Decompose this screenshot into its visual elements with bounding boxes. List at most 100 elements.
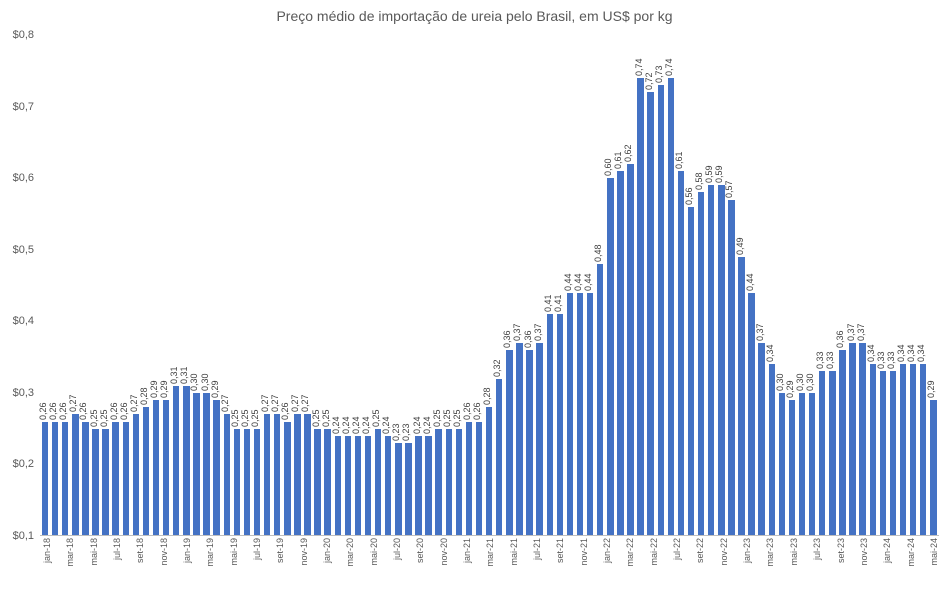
x-tick-label: nov-20 [439,538,449,566]
bar-value-label: 0,26 [472,402,482,420]
x-tick-slot: mar-18 [63,538,75,591]
x-tick-slot: jul-21 [530,538,542,591]
bar: 0,30 [809,393,815,536]
bar: 0,26 [284,422,290,537]
bar-slot: 0,36 [525,35,535,536]
bar-slot: 0,25 [373,35,383,536]
bar-slot: 0,32 [494,35,504,536]
bar-value-label: 0,49 [735,237,745,255]
bar-value-label: 0,73 [654,66,664,84]
x-tick-slot: set-23 [834,538,846,591]
bar-value-label: 0,29 [926,380,936,398]
bar: 0,58 [698,192,704,536]
x-tick-slot [799,538,811,591]
x-tick-slot [542,538,554,591]
x-tick-label: jul-21 [532,538,542,560]
bar-slot: 0,27 [262,35,272,536]
x-tick-label: jul-19 [252,538,262,560]
bar-slot: 0,31 [181,35,191,536]
bar-slot: 0,28 [141,35,151,536]
bar-slot: 0,34 [908,35,918,536]
bar: 0,30 [779,393,785,536]
bar-slot: 0,27 [272,35,282,536]
x-tick-slot: jan-18 [40,538,52,591]
x-tick-label: jan-21 [462,538,472,563]
bar-value-label: 0,24 [412,416,422,434]
x-tick-slot: mai-22 [647,538,659,591]
bar-slot: 0,23 [403,35,413,536]
bar-slot: 0,37 [757,35,767,536]
bar-slot: 0,37 [848,35,858,536]
bar: 0,72 [647,92,653,536]
bar: 0,25 [324,429,330,536]
x-tick-slot: jan-23 [740,538,752,591]
bar-slot: 0,30 [191,35,201,536]
bar-value-label: 0,26 [462,402,472,420]
bar-slot: 0,25 [232,35,242,536]
bar-value-label: 0,29 [159,380,169,398]
bar: 0,37 [849,343,855,536]
bar-slot: 0,44 [585,35,595,536]
bar: 0,44 [577,293,583,536]
bar: 0,25 [254,429,260,536]
x-tick-label: mar-19 [205,538,215,567]
x-tick-slot [168,538,180,591]
bar-value-label: 0,29 [785,380,795,398]
x-tick-slot [52,538,64,591]
x-tick-slot: mai-18 [87,538,99,591]
x-tick-slot: jul-18 [110,538,122,591]
bar-slot: 0,29 [928,35,938,536]
bar-value-label: 0,25 [230,409,240,427]
bar-slot: 0,44 [747,35,757,536]
bar-slot: 0,48 [595,35,605,536]
bar-value-label: 0,27 [300,395,310,413]
bar-value-label: 0,57 [724,180,734,198]
x-tick-label: mar-24 [906,538,916,567]
bar-slot: 0,25 [252,35,262,536]
bar: 0,27 [304,414,310,536]
bar-value-label: 0,24 [381,416,391,434]
bar: 0,27 [274,414,280,536]
x-tick-slot: jan-19 [180,538,192,591]
bar-value-label: 0,30 [189,373,199,391]
x-tick-slot: nov-22 [717,538,729,591]
bar-value-label: 0,48 [593,245,603,263]
x-tick-label: jan-22 [602,538,612,563]
bar-value-label: 0,74 [634,58,644,76]
x-tick-label: mai-21 [509,538,519,566]
bar-slot: 0,27 [222,35,232,536]
bar-value-label: 0,34 [906,345,916,363]
bar: 0,74 [637,78,643,536]
bar: 0,36 [526,350,532,536]
x-tick-label: set-22 [695,538,705,563]
x-tick-slot [402,538,414,591]
bar-slot: 0,59 [716,35,726,536]
bar-value-label: 0,24 [331,416,341,434]
bar-value-label: 0,28 [482,388,492,406]
x-tick-slot: jul-19 [250,538,262,591]
x-tick-slot [892,538,904,591]
bar-slot: 0,24 [413,35,423,536]
x-tick-label: nov-23 [859,538,869,566]
x-tick-label: mai-24 [929,538,939,566]
bar: 0,28 [143,407,149,536]
bar-value-label: 0,23 [401,423,411,441]
bar-slot: 0,26 [80,35,90,536]
bar: 0,30 [193,393,199,536]
x-tick-slot [122,538,134,591]
x-tick-slot [915,538,927,591]
bar: 0,37 [859,343,865,536]
bar: 0,24 [425,436,431,536]
bar-value-label: 0,27 [129,395,139,413]
x-tick-slot [495,538,507,591]
x-tick-slot: jan-24 [880,538,892,591]
y-axis: $0,1$0,2$0,3$0,4$0,5$0,6$0,7$0,8 [0,35,40,536]
bar: 0,33 [819,371,825,536]
bar: 0,26 [112,422,118,537]
bar-slot: 0,26 [464,35,474,536]
bar: 0,62 [627,164,633,536]
bar-slot: 0,30 [807,35,817,536]
x-tick-label: mai-19 [229,538,239,566]
bar: 0,29 [213,400,219,536]
bar-slot: 0,37 [535,35,545,536]
